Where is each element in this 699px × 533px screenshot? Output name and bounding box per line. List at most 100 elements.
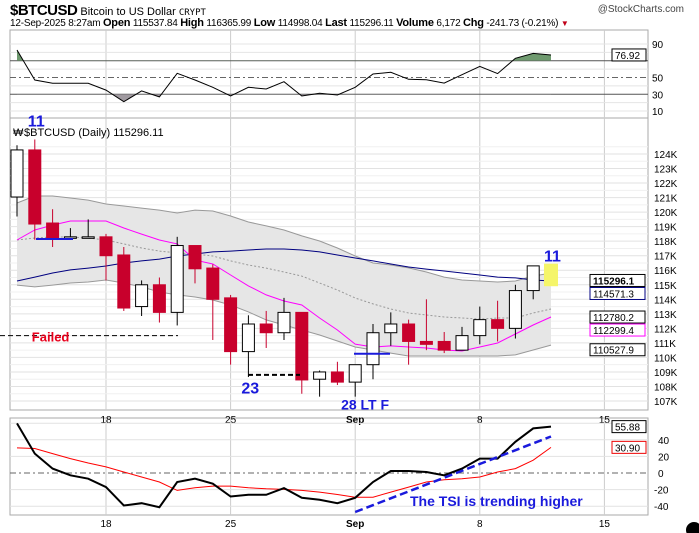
open-label: Open bbox=[102, 17, 131, 29]
tsi-date-label: 15 bbox=[599, 519, 611, 530]
last-label: Last bbox=[325, 17, 347, 29]
tsi-tick-label: -40 bbox=[654, 502, 669, 513]
price-date-label: Sep bbox=[346, 415, 364, 426]
tsi-annotation: The TSI is trending higher bbox=[410, 493, 583, 509]
candle bbox=[152, 277, 166, 323]
price-tick-label: 116K bbox=[654, 266, 677, 277]
annotation-label: 11 bbox=[28, 114, 45, 131]
rsi-panel bbox=[9, 29, 649, 119]
price-series bbox=[10, 139, 558, 397]
candle bbox=[455, 326, 469, 351]
price-value-tag bbox=[589, 323, 646, 337]
candle-body bbox=[402, 323, 416, 342]
chg-value: -241.73 (-0.21%) bbox=[486, 18, 559, 29]
candle-body bbox=[508, 290, 522, 329]
quote-date: 12-Sep-2025 8:27am bbox=[10, 18, 101, 29]
candle bbox=[348, 364, 362, 397]
last-candle-highlight bbox=[544, 263, 558, 287]
candle-body bbox=[135, 284, 149, 308]
tsi-tick-label: 40 bbox=[658, 436, 670, 447]
quote-line: 12-Sep-2025 8:27am Open 115537.84 High 1… bbox=[10, 17, 569, 29]
chart-title: $BTCUSD Bitcoin to US Dollar CRYPT bbox=[10, 2, 206, 19]
legend-icon: ₩ bbox=[13, 127, 24, 139]
candle-body bbox=[473, 319, 487, 337]
candle-body bbox=[28, 149, 42, 225]
candle-body bbox=[117, 254, 131, 309]
candle-body bbox=[491, 319, 505, 329]
annotation-label: 28 LT F bbox=[341, 397, 389, 413]
candle-body bbox=[206, 267, 220, 300]
symbol: $BTCUSD bbox=[10, 2, 78, 19]
tsi-value-tag bbox=[611, 420, 647, 434]
price-tick-label: 118K bbox=[654, 237, 677, 248]
price-tick-label: 114K bbox=[654, 295, 677, 306]
price-date-label: 8 bbox=[477, 415, 483, 426]
price-date-label: 18 bbox=[100, 415, 112, 426]
candle bbox=[402, 319, 416, 365]
price-value-label: 112299.4 bbox=[593, 326, 634, 337]
rsi-tick-label: 90 bbox=[652, 40, 664, 51]
price-tick-label: 124K bbox=[654, 150, 678, 161]
candle-body bbox=[241, 323, 255, 353]
candle-body bbox=[224, 297, 238, 353]
candle bbox=[259, 310, 273, 348]
candle bbox=[224, 294, 238, 365]
price-tick-label: 112K bbox=[654, 324, 677, 335]
price-value-label: 112780.2 bbox=[593, 313, 634, 324]
candle-body bbox=[277, 311, 291, 334]
price-tick-label: 111K bbox=[654, 339, 676, 350]
price-tick-label: 109K bbox=[654, 368, 678, 379]
price-tick-label: 117K bbox=[654, 252, 677, 263]
price-tick-label: 113K bbox=[654, 310, 677, 321]
price-value-tag bbox=[589, 273, 646, 287]
bollinger-band-fill bbox=[17, 195, 551, 356]
candle-body bbox=[152, 284, 166, 313]
candle-body bbox=[99, 236, 113, 257]
down-arrow-icon: ▼ bbox=[560, 19, 569, 28]
price-tick-label: 122K bbox=[654, 179, 678, 190]
tsi-date-label: Sep bbox=[346, 519, 364, 530]
annotation-label: Failed bbox=[32, 329, 70, 344]
candle-body bbox=[366, 332, 380, 366]
instrument-name: Bitcoin to US Dollar bbox=[80, 6, 176, 18]
price-value-label: 110527.9 bbox=[593, 346, 634, 357]
candle-body bbox=[419, 340, 433, 345]
candle bbox=[81, 219, 95, 239]
annotation-label: 11 bbox=[544, 249, 561, 266]
tsi-series bbox=[16, 422, 552, 509]
price-value-label: 115296.1 bbox=[593, 276, 635, 287]
tsi-date-label: 25 bbox=[225, 519, 237, 530]
candle bbox=[366, 324, 380, 380]
candle bbox=[330, 361, 344, 386]
bollinger-upper-line bbox=[16, 195, 552, 283]
rsi-tick-label: 10 bbox=[652, 107, 664, 118]
price-tick-label: 107K bbox=[654, 397, 678, 408]
candle-body bbox=[455, 335, 469, 351]
candle bbox=[384, 312, 398, 346]
tsi-value-tag bbox=[611, 440, 647, 454]
candle-body bbox=[348, 364, 362, 383]
volume-value: 6,172 bbox=[436, 18, 461, 29]
brand-link[interactable]: @StockCharts.com bbox=[597, 4, 684, 15]
high-value: 116365.99 bbox=[206, 18, 252, 29]
annotation-label: 23 bbox=[241, 381, 259, 398]
tsi-date-label: 8 bbox=[477, 519, 483, 530]
candle-body bbox=[188, 245, 202, 270]
tsi-value-label: 55.88 bbox=[615, 423, 640, 434]
candle bbox=[526, 265, 540, 300]
candle bbox=[99, 233, 113, 281]
candle-body bbox=[10, 149, 24, 198]
price-tick-label: 115K bbox=[654, 281, 677, 292]
candle bbox=[473, 306, 487, 345]
candle bbox=[241, 315, 255, 378]
candle bbox=[28, 139, 42, 240]
candle-body bbox=[46, 222, 60, 239]
price-value-label: 114571.3 bbox=[593, 289, 634, 300]
candle-body bbox=[81, 236, 95, 239]
rsi-value-tag bbox=[611, 48, 647, 62]
price-tick-label: 123K bbox=[654, 165, 678, 176]
chg-label: Chg bbox=[463, 17, 484, 29]
candle bbox=[508, 284, 522, 339]
rsi-tick-label: 50 bbox=[652, 74, 664, 85]
low-label: Low bbox=[253, 17, 276, 29]
